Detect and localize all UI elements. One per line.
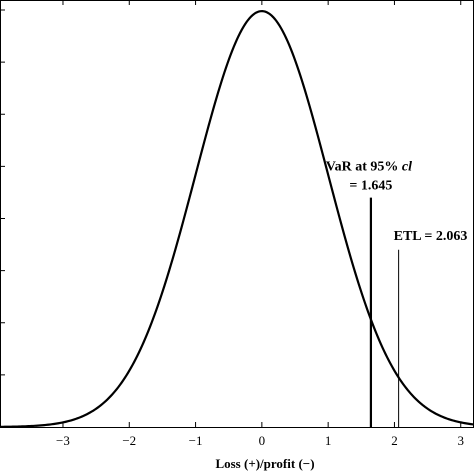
plot-frame [0,0,474,428]
series-layer [0,10,474,428]
x-axis-ticks: −3 −2 −1 0 1 2 3 [56,0,464,448]
density-curve [0,10,474,428]
var-label-line1: VaR at 95% cl [326,160,412,175]
x-tick-label: −1 [189,433,203,448]
x-tick-label: 0 [259,433,266,448]
x-tick-label: −2 [122,433,136,448]
x-axis-label: Loss (+)/profit (−) [215,456,314,471]
var-label-cl: cl [402,160,412,175]
x-tick-label: 3 [457,433,464,448]
annotation-layer: VaR at 95% cl = 1.645 ETL = 2.063 [326,160,468,427]
x-tick-label: −3 [56,433,70,448]
etl-label: ETL = 2.063 [394,229,468,244]
var-label-text: VaR at 95% [326,160,402,175]
x-tick-label: 1 [325,433,332,448]
var-label-line2: = 1.645 [349,179,392,194]
x-tick-label: 2 [391,433,398,448]
y-axis-ticks [0,9,5,428]
